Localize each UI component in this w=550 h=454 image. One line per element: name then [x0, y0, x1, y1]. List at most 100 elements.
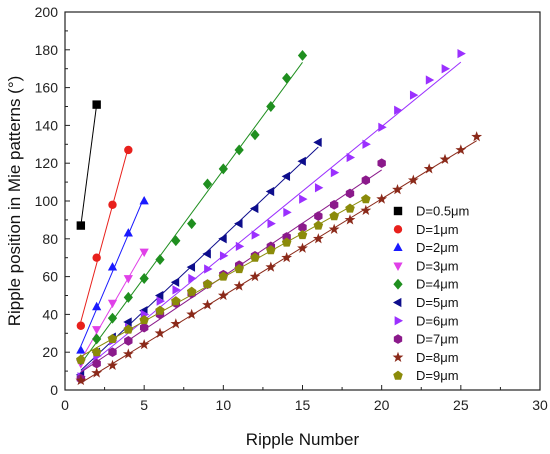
data-point [409, 90, 419, 100]
y-tick-label: 180 [35, 42, 59, 58]
legend-marker [393, 242, 403, 251]
legend-label: D=2μm [416, 240, 459, 255]
data-point [170, 318, 182, 329]
data-point [123, 324, 134, 334]
data-point [330, 168, 340, 178]
data-point [329, 211, 339, 221]
data-point [92, 333, 102, 345]
data-point [282, 72, 292, 84]
data-point [267, 219, 276, 229]
legend-item: D=4μm [393, 277, 459, 292]
legend-marker [393, 225, 403, 234]
data-point [139, 195, 149, 205]
data-point [139, 315, 149, 325]
legend-marker [393, 262, 403, 271]
data-point [313, 137, 322, 148]
data-point [171, 235, 181, 247]
legend-label: D=6μm [416, 313, 459, 328]
x-tick-label: 15 [295, 397, 311, 413]
data-point [91, 367, 103, 378]
y-tick-label: 100 [35, 193, 59, 209]
series-fit-line [80, 197, 145, 347]
x-tick-label: 10 [216, 397, 232, 413]
data-point [92, 301, 102, 311]
data-point [297, 156, 306, 166]
data-point [312, 233, 324, 244]
data-point [360, 204, 372, 216]
data-point [156, 296, 166, 306]
y-tick-label: 0 [50, 382, 58, 398]
data-point [202, 279, 213, 289]
data-point [218, 234, 227, 244]
data-point [297, 229, 308, 240]
legend-item: D=6μm [394, 313, 459, 328]
legend-label: D=4μm [416, 277, 459, 292]
legend-label: D=5μm [416, 295, 459, 310]
x-tick-label: 20 [374, 397, 390, 413]
x-axis-title: Ripple Number [246, 430, 360, 449]
data-point [217, 289, 229, 301]
data-point [219, 251, 229, 261]
series-fit-line [80, 140, 477, 384]
data-point [407, 174, 419, 185]
data-point [362, 139, 371, 149]
data-point [154, 290, 164, 301]
data-point [139, 322, 149, 333]
series-9 [75, 131, 483, 386]
data-point [172, 285, 181, 295]
series-fit-line [80, 104, 98, 226]
data-point [265, 261, 277, 272]
series-8 [76, 158, 386, 384]
data-point [202, 249, 211, 259]
legend-label: D=9μm [416, 368, 459, 383]
data-point [122, 348, 134, 359]
series-7 [77, 48, 466, 382]
y-tick-label: 200 [35, 4, 59, 20]
data-point [376, 193, 388, 204]
data-point [250, 129, 260, 141]
legend-item: D=2μm [393, 240, 459, 255]
data-point [423, 163, 435, 174]
legend-marker [394, 316, 404, 326]
series-1 [76, 100, 101, 230]
data-point [76, 354, 86, 364]
legend-marker [393, 206, 403, 216]
x-tick-label: 0 [61, 397, 69, 413]
data-point [281, 171, 291, 182]
data-point [299, 194, 308, 204]
series-fit-line [80, 146, 319, 371]
data-point [441, 64, 451, 74]
x-tick-label: 25 [453, 397, 469, 413]
data-point [281, 252, 293, 263]
data-point [107, 333, 118, 344]
data-point [249, 203, 259, 214]
series-3 [76, 195, 149, 354]
data-point [76, 345, 86, 354]
series-5 [76, 50, 308, 366]
data-point [186, 308, 198, 319]
data-point [283, 207, 292, 217]
data-point [107, 359, 118, 371]
data-point [75, 374, 87, 386]
data-point [425, 75, 435, 85]
legend-label: D=3μm [416, 258, 459, 273]
data-point [345, 203, 355, 213]
data-point [155, 254, 165, 266]
data-point [138, 338, 150, 350]
legend-marker [392, 351, 404, 362]
legend-item: D=9μm [393, 368, 459, 383]
data-point [250, 252, 260, 262]
data-point [186, 286, 197, 296]
data-point [107, 262, 118, 271]
data-point [266, 245, 276, 255]
legend-item: D=1μm [393, 222, 459, 237]
data-point [314, 183, 324, 193]
data-point [124, 145, 133, 155]
y-tick-label: 160 [35, 80, 59, 96]
data-point [92, 100, 101, 109]
data-point [471, 131, 483, 142]
y-tick-label: 80 [42, 231, 58, 247]
data-point [361, 175, 371, 186]
series-fit-line [80, 61, 303, 364]
data-point [378, 122, 387, 132]
